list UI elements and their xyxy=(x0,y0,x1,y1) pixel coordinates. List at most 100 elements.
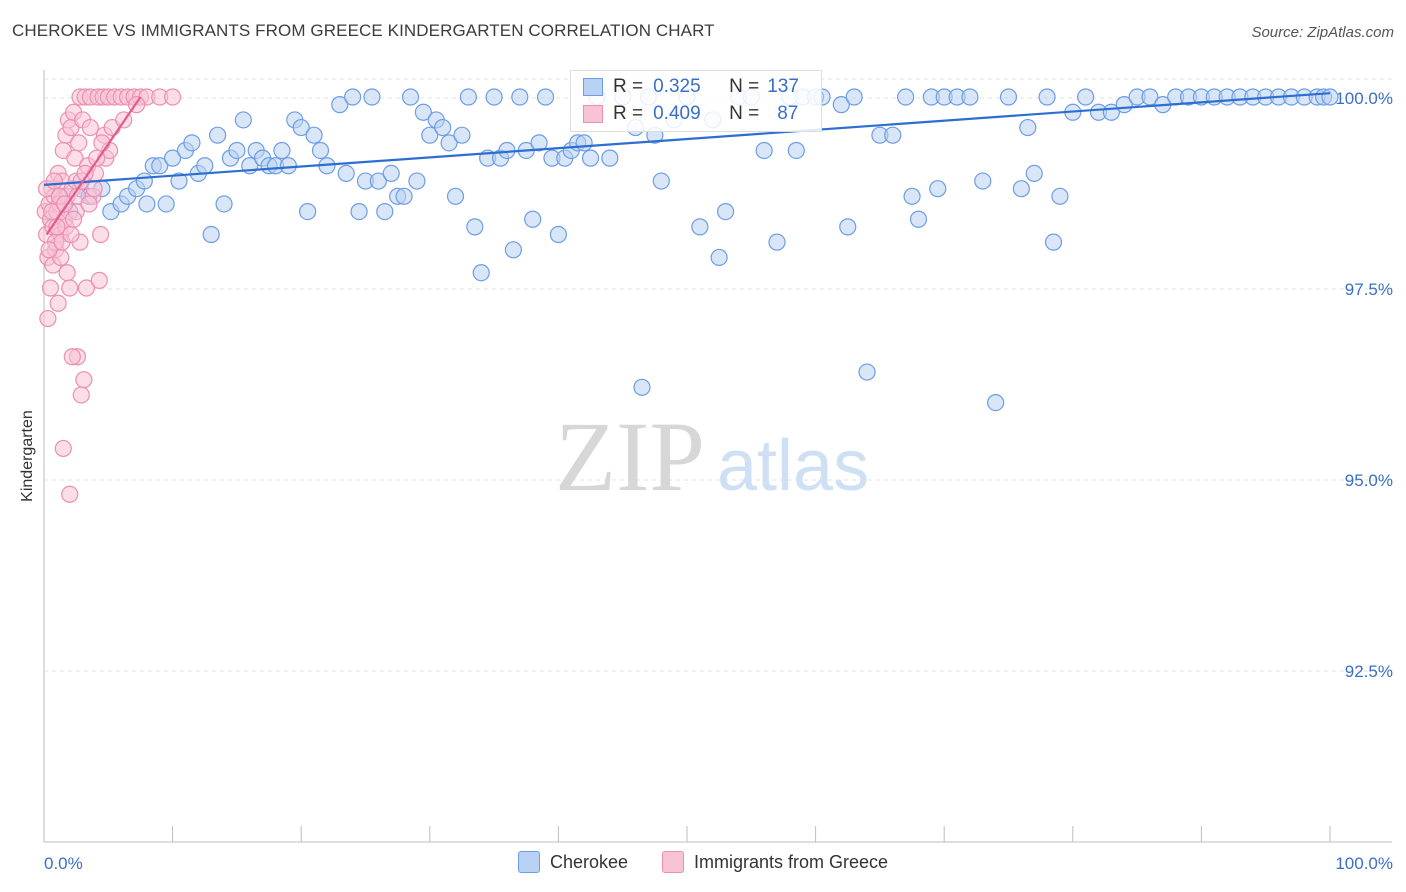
cherokee-point xyxy=(536,88,555,106)
cherokee-point xyxy=(485,88,503,106)
legend-label-greece: Immigrants from Greece xyxy=(694,851,889,872)
cherokee-point xyxy=(453,126,471,144)
cherokee-point xyxy=(832,96,850,114)
greece-swatch xyxy=(583,105,603,123)
legend-label-cherokee: Cherokee xyxy=(549,851,628,872)
cherokee-point xyxy=(575,134,593,152)
y-tick-label: 100.0% xyxy=(1335,89,1393,108)
cherokee-point xyxy=(839,218,857,236)
cherokee-point xyxy=(549,225,568,244)
stats-legend-row-greece: R = 0.409 N = 87 xyxy=(583,101,798,127)
greece-point xyxy=(81,118,99,137)
cherokee-point xyxy=(202,225,220,244)
cherokee-point xyxy=(434,118,452,137)
cherokee-point xyxy=(1019,118,1037,137)
cherokee-point xyxy=(787,141,805,160)
cherokee-r-value: 0.325 xyxy=(653,76,701,97)
cherokee-point xyxy=(581,149,600,167)
cherokee-point xyxy=(909,210,928,228)
cherokee-point xyxy=(135,172,153,190)
greece-point xyxy=(90,271,108,289)
cherokee-point xyxy=(974,172,992,190)
cherokee-point xyxy=(215,195,233,213)
cherokee-point xyxy=(524,210,542,228)
greece-point xyxy=(45,172,63,190)
cherokee-swatch xyxy=(583,78,603,96)
cherokee-point xyxy=(987,394,1005,412)
cherokee-point xyxy=(601,149,619,167)
watermark-zip: ZIP xyxy=(555,401,705,512)
cherokee-point xyxy=(1321,88,1339,106)
cherokee-point xyxy=(1038,88,1056,106)
cherokee-point xyxy=(1077,88,1095,106)
y-tick-label: 92.5% xyxy=(1345,662,1393,681)
cherokee-point xyxy=(421,126,439,144)
greece-point xyxy=(40,241,58,259)
greece-point xyxy=(70,134,88,152)
greece-point xyxy=(164,88,182,106)
cherokee-point xyxy=(292,118,310,137)
cherokee-point xyxy=(1025,164,1043,182)
cherokee-point xyxy=(446,187,465,205)
greece-point xyxy=(93,134,111,152)
greece-point xyxy=(77,279,96,297)
greece-point xyxy=(41,279,60,297)
greece-n-value: 87 xyxy=(777,103,799,124)
cherokee-point xyxy=(929,180,947,198)
cherokee-point xyxy=(170,172,188,190)
cherokee-point xyxy=(1051,187,1069,205)
cherokee-point xyxy=(768,233,786,251)
chart-source: Source: ZipAtlas.com xyxy=(1251,24,1394,41)
legend-item-greece[interactable]: Immigrants from Greece xyxy=(662,851,888,873)
cherokee-point xyxy=(961,88,979,106)
greece-trend-line xyxy=(45,96,142,236)
cherokee-point xyxy=(151,157,169,175)
series-legend: Cherokee Immigrants from Greece xyxy=(0,851,1406,873)
n-label: N = xyxy=(729,103,760,124)
cherokee-legend-swatch xyxy=(517,851,540,873)
legend-item-cherokee[interactable]: Cherokee xyxy=(517,851,628,873)
cherokee-point xyxy=(652,172,670,190)
n-label: N = xyxy=(729,76,760,97)
cherokee-point xyxy=(414,103,432,121)
r-label: R = xyxy=(613,76,644,97)
cherokee-trend-line xyxy=(43,92,1331,186)
cherokee-point xyxy=(363,88,381,106)
cherokee-point xyxy=(511,88,529,106)
cherokee-point xyxy=(903,187,921,205)
greece-point xyxy=(63,348,81,366)
y-tick-label: 95.0% xyxy=(1345,471,1393,490)
x-tick-label: 0.0% xyxy=(44,854,83,873)
cherokee-point xyxy=(299,203,317,221)
cherokee-point xyxy=(530,134,548,152)
cherokee-point xyxy=(845,88,863,106)
greece-point xyxy=(64,210,83,228)
cherokee-point xyxy=(1044,233,1063,251)
greece-point xyxy=(80,195,98,213)
chart-title: CHEROKEE VS IMMIGRANTS FROM GREECE KINDE… xyxy=(12,21,715,40)
cherokee-point xyxy=(440,134,458,152)
cherokee-point xyxy=(691,218,709,236)
greece-point xyxy=(91,225,110,244)
cherokee-point xyxy=(504,241,522,259)
cherokee-point xyxy=(710,248,728,267)
cherokee-point xyxy=(209,126,227,144)
cherokee-point xyxy=(376,203,394,221)
cherokee-point xyxy=(183,134,201,152)
cherokee-point xyxy=(1012,180,1030,198)
greece-point xyxy=(62,225,80,244)
cherokee-point xyxy=(755,141,773,160)
cherokee-point xyxy=(273,141,291,160)
greece-point xyxy=(75,371,93,389)
cherokee-point xyxy=(858,363,876,381)
cherokee-point xyxy=(466,218,484,236)
cherokee-point xyxy=(999,88,1018,106)
cherokee-point xyxy=(382,164,400,182)
greece-point xyxy=(58,264,76,282)
greece-point xyxy=(55,195,74,213)
cherokee-point xyxy=(716,203,735,221)
greece-point xyxy=(49,294,67,312)
cherokee-point xyxy=(633,378,651,396)
watermark-atlas: atlas xyxy=(717,426,869,506)
